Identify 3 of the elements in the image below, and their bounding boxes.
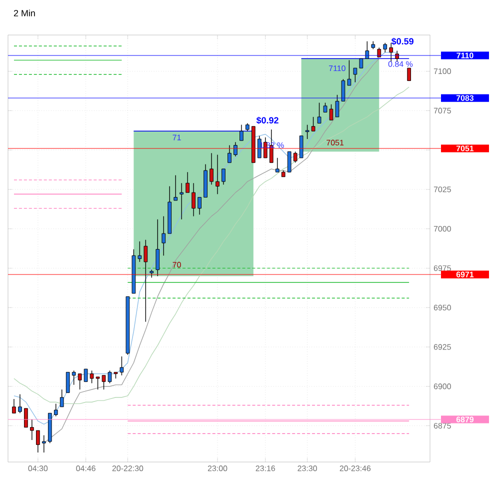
annotation: $0.92 [256, 116, 278, 124]
chart-title: 2 Min [14, 10, 35, 16]
annotation: $0.59 [391, 38, 414, 46]
